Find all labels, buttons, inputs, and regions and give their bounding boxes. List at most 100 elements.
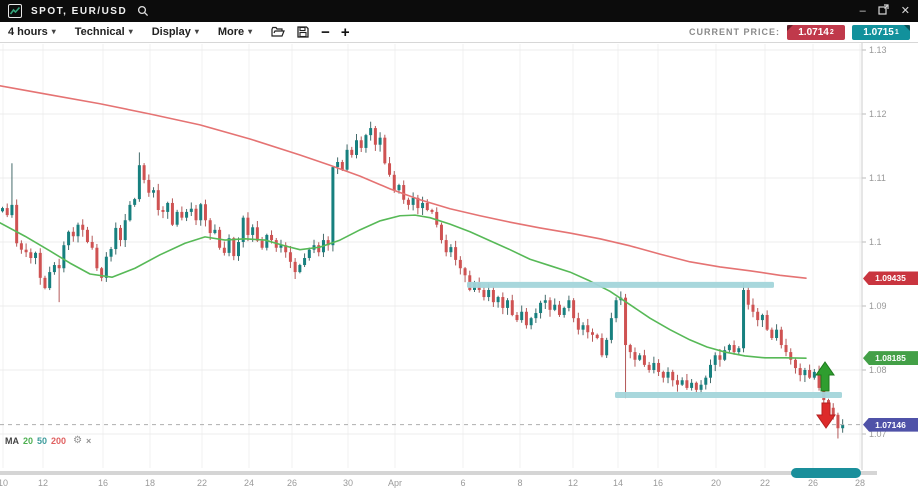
ma20-legend-value[interactable]: 20	[23, 435, 34, 446]
technical-dropdown[interactable]: Technical ▾	[74, 26, 133, 38]
remove-indicator-icon[interactable]: ×	[86, 435, 92, 446]
candle-bear	[100, 268, 104, 278]
scrollbar-thumb[interactable]	[791, 468, 861, 478]
arrow-up-annotation[interactable]	[815, 361, 835, 392]
candle-bear	[576, 318, 580, 330]
candle-bull	[487, 290, 491, 298]
candle-bull	[237, 242, 240, 257]
candle-bear	[29, 252, 33, 258]
more-dropdown[interactable]: More ▾	[217, 26, 253, 38]
candle-bear	[15, 204, 19, 244]
minimize-button[interactable]: –	[859, 4, 866, 17]
search-icon[interactable]	[137, 5, 149, 17]
candle-bull	[506, 300, 510, 308]
candle-bull	[114, 227, 118, 250]
candle-bear	[406, 199, 410, 205]
candle-bull	[652, 362, 656, 370]
candle-bull	[303, 258, 307, 266]
resistance-line[interactable]	[467, 281, 774, 288]
timeframe-dropdown[interactable]: 4 hours ▾	[8, 26, 56, 38]
display-dropdown[interactable]: Display ▾	[151, 26, 199, 38]
candle-bear	[180, 211, 184, 218]
x-axis-label: 18	[145, 478, 155, 488]
candle-bear	[548, 300, 552, 310]
ma200-legend-value[interactable]: 200	[51, 435, 67, 446]
ma-legend-label: MA	[5, 435, 19, 446]
y-axis-label: 1.07	[869, 429, 887, 439]
app-logo-icon	[8, 4, 22, 18]
candle-bear	[38, 252, 42, 278]
candle-bear	[491, 290, 495, 303]
candle-bear	[95, 247, 99, 269]
candle-bull	[76, 224, 80, 237]
candle-bull	[62, 245, 66, 269]
candle-bull	[1, 208, 4, 212]
candle-bull	[638, 355, 642, 360]
candle-bear	[671, 371, 675, 381]
candle-bear	[642, 355, 646, 365]
chart-toolbar: 4 hours ▾ Technical ▾ Display ▾ More ▾ − + C…	[0, 22, 918, 43]
candle-bear	[57, 265, 61, 269]
candle-bear	[359, 140, 363, 148]
candle-bear	[81, 224, 85, 230]
candle-bear	[416, 197, 420, 209]
candle-bull	[189, 208, 193, 212]
candle-bull	[605, 339, 609, 356]
candle-bear	[591, 332, 594, 335]
candle-bull	[562, 307, 566, 315]
open-folder-icon[interactable]	[271, 26, 286, 38]
axis-price-badge-1: 1.08185	[863, 351, 918, 366]
candle-bull	[690, 382, 694, 388]
scrollbar-track[interactable]	[0, 471, 877, 475]
y-axis-label: 1.09	[869, 301, 887, 311]
candle-bull	[581, 325, 585, 330]
chevron-down-icon: ▾	[51, 27, 56, 36]
support-line[interactable]	[615, 391, 842, 398]
arrow-down-annotation[interactable]	[816, 402, 836, 429]
candle-bear	[43, 277, 47, 289]
chart-area[interactable]: 10 12 16 18 22 24 26 30 Apr 6 8 12 14 16 20 22 26 28 1.13 1…	[0, 43, 918, 492]
ma50-legend-value[interactable]: 50	[37, 435, 48, 446]
x-axis-label: 16	[653, 478, 663, 488]
candle-bear	[784, 345, 788, 353]
candle-bear	[260, 240, 264, 248]
close-button[interactable]: ✕	[900, 4, 910, 17]
zoom-in-button[interactable]: +	[340, 23, 350, 41]
candle-bull	[609, 318, 613, 340]
candle-bull	[449, 247, 453, 253]
candle-bull	[567, 300, 571, 308]
candle-bull	[355, 140, 358, 155]
candle-bear	[232, 238, 236, 257]
candle-bull	[760, 314, 764, 321]
candlestick-chart-canvas[interactable]: 10 12 16 18 22 24 26 30 Apr 6 8 12 14 16 20 22 26 28 1.13 1…	[0, 43, 918, 492]
save-icon[interactable]	[297, 26, 309, 38]
bid-price-badge: 1.0714 2	[787, 24, 845, 40]
candle-bear	[142, 165, 146, 180]
y-axis-label: 1.13	[869, 45, 887, 55]
candle-bull	[175, 211, 179, 225]
gear-icon[interactable]: ⚙	[73, 435, 83, 446]
candle-bull	[133, 199, 137, 205]
chevron-down-icon: ▾	[194, 27, 199, 36]
candle-bull	[123, 220, 127, 241]
popout-icon[interactable]	[878, 4, 889, 18]
candle-bull	[137, 165, 141, 200]
candle-bull	[704, 377, 708, 385]
candle-bull	[227, 238, 231, 253]
candle-bull	[775, 329, 779, 338]
candle-bear	[373, 128, 377, 145]
candle-bull	[727, 345, 731, 351]
candle-bear	[482, 290, 486, 298]
x-axis-label: 20	[711, 478, 721, 488]
x-axis-label: 30	[343, 478, 353, 488]
candle-bull	[128, 204, 132, 221]
candle-bull	[496, 297, 500, 303]
candle-bear	[340, 162, 344, 170]
zoom-out-button[interactable]: −	[321, 23, 330, 41]
candle-bear	[284, 245, 288, 253]
candle-bear	[756, 311, 760, 321]
candle-bear	[388, 163, 392, 175]
symbol-title: SPOT, EUR/USD	[31, 5, 128, 17]
x-axis-label: 22	[760, 478, 770, 488]
